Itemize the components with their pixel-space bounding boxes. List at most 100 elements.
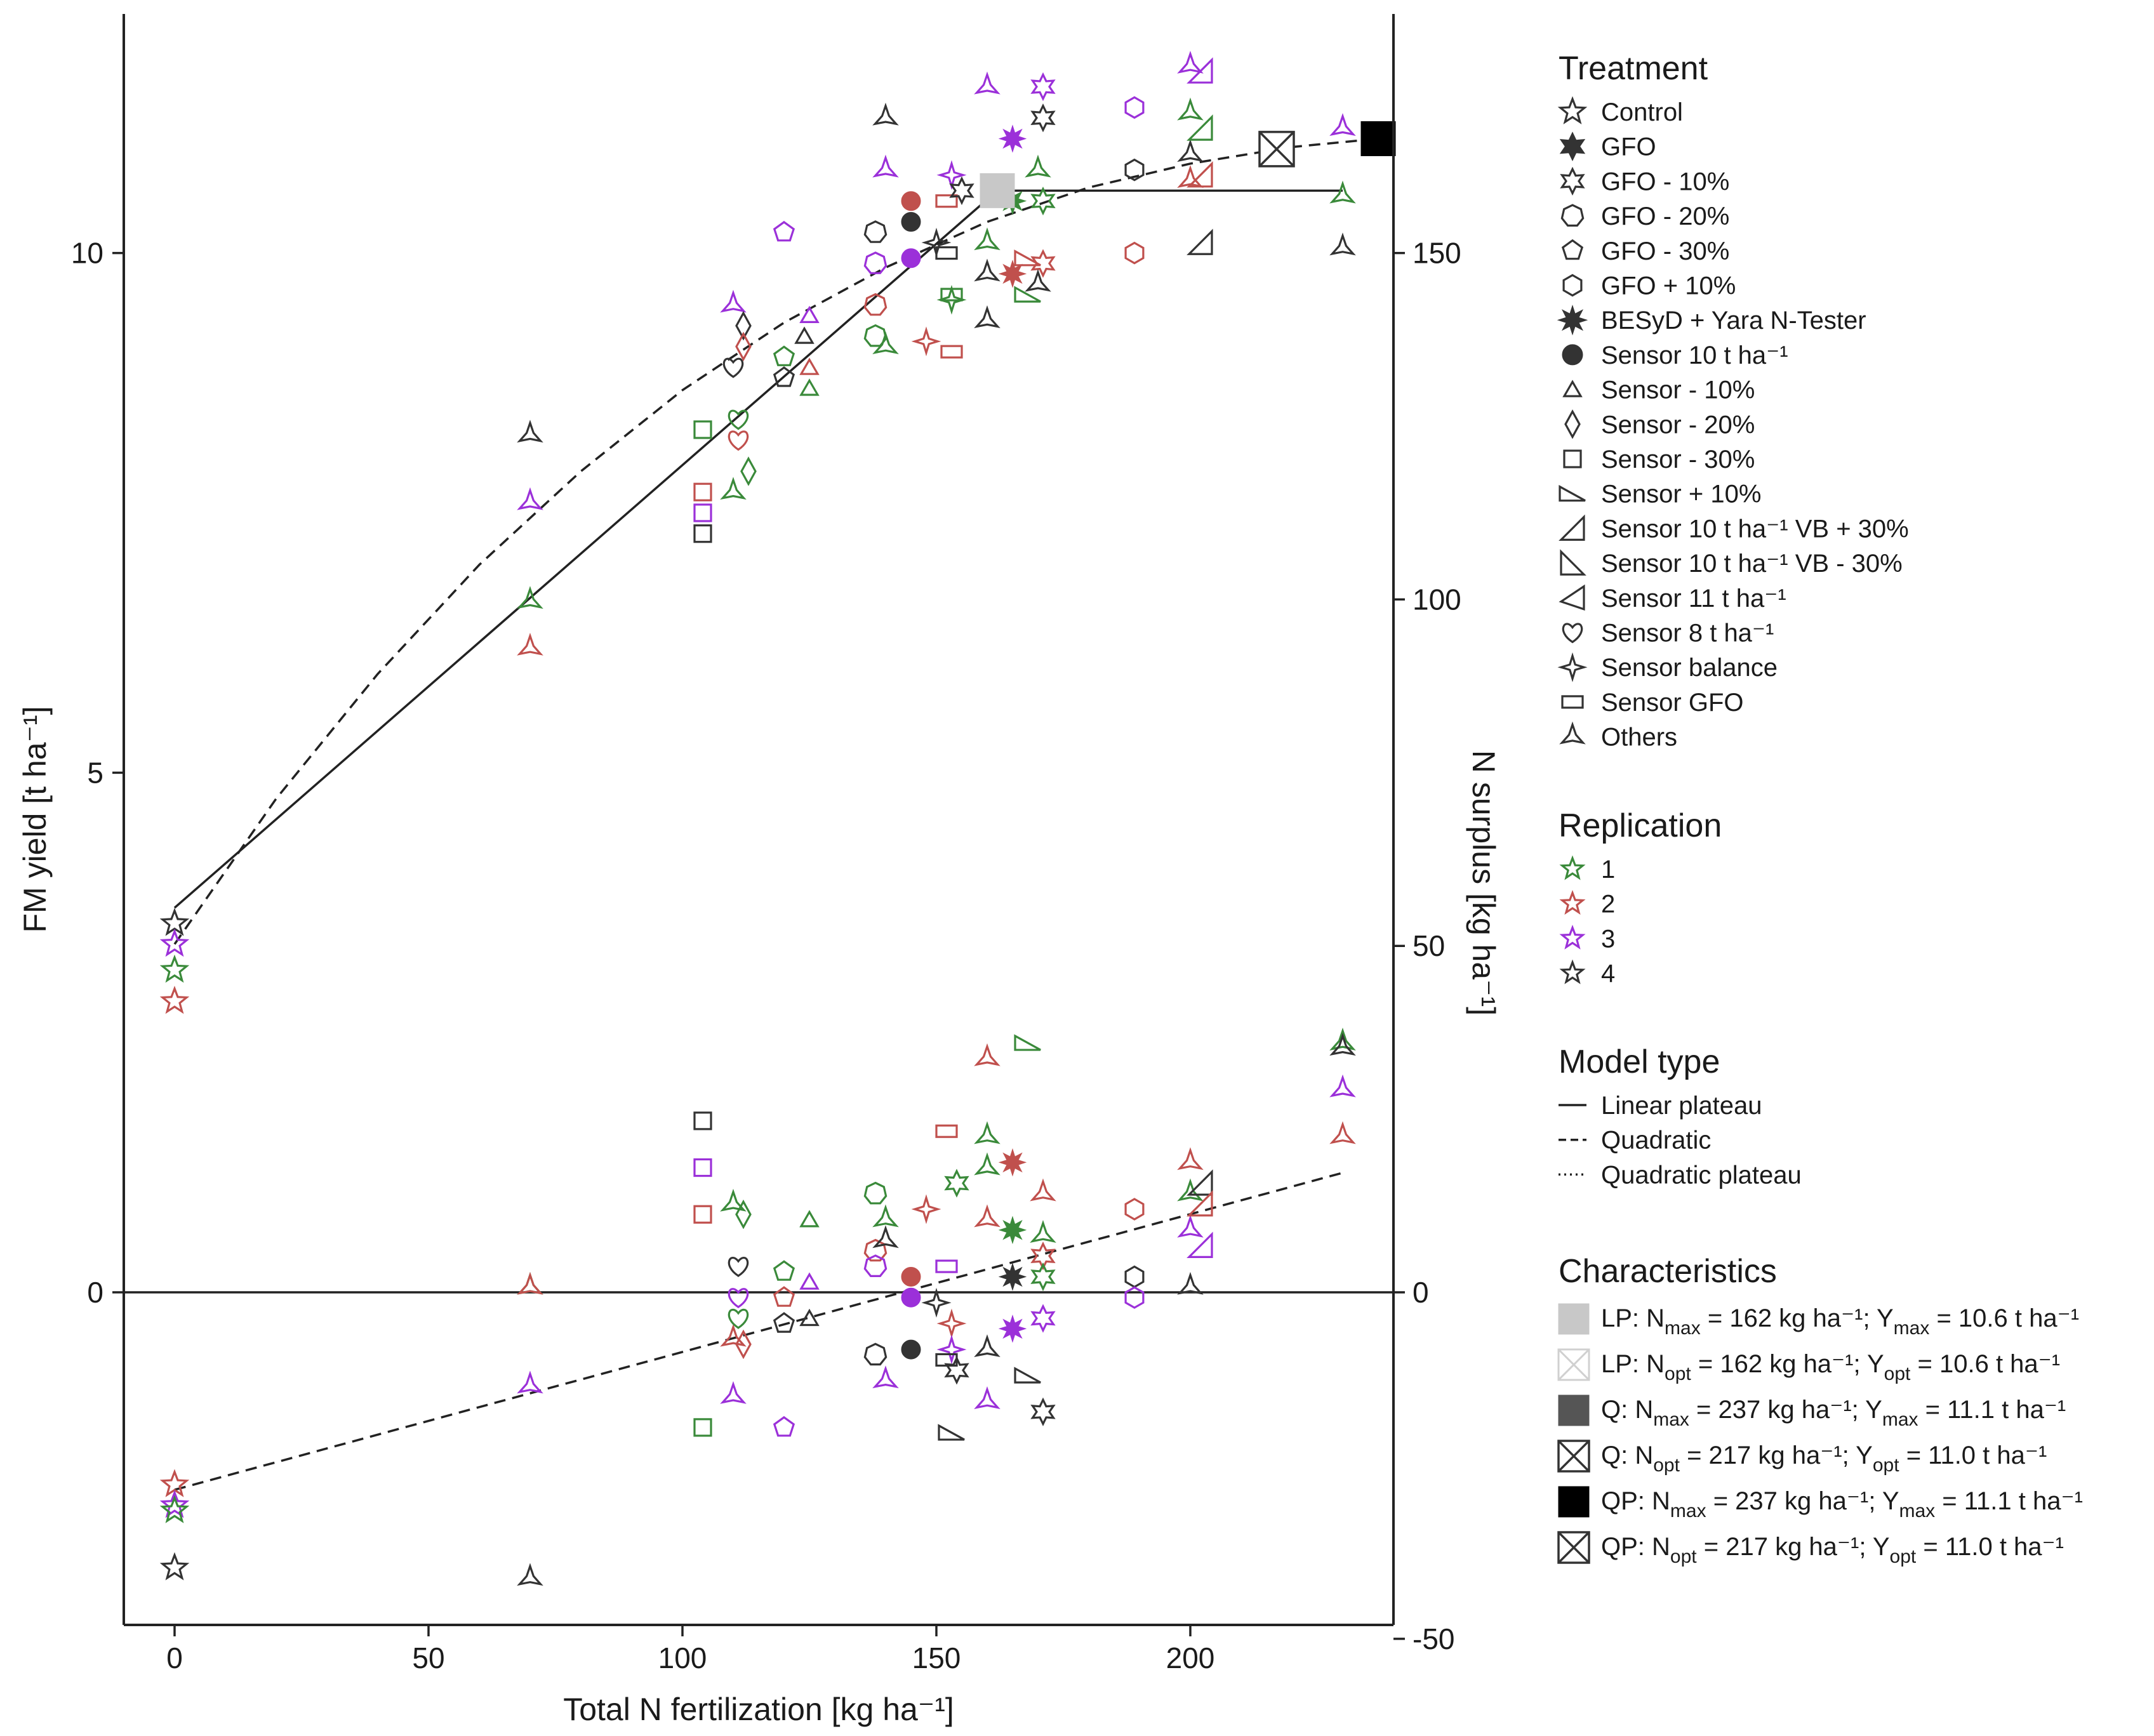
legend-item: GFO - 30% <box>1561 237 1729 265</box>
y-left-axis-title: FM yield [t ha⁻¹] <box>17 706 53 932</box>
yield-point <box>735 310 752 341</box>
yield-point <box>517 632 543 656</box>
legend-item: Control <box>1557 96 1683 126</box>
yield-point <box>974 227 1001 251</box>
legend-label: 3 <box>1601 925 1615 953</box>
legend-label: LP: Nopt = 162 kg ha⁻¹; Yopt = 10.6 t ha… <box>1601 1350 2060 1384</box>
yield-point <box>773 220 795 242</box>
legend-item: QP: Nmax = 237 kg ha⁻¹; Ymax = 11.1 t ha… <box>1558 1486 2083 1521</box>
surplus-point <box>1124 1265 1145 1289</box>
yield-point <box>159 954 190 983</box>
surplus-point <box>1329 1033 1356 1056</box>
surplus-point <box>728 1257 749 1278</box>
yield-point <box>799 378 820 396</box>
yield-point <box>1014 249 1041 267</box>
legend-symbol <box>1557 1440 1590 1473</box>
legend-label: Control <box>1601 98 1683 126</box>
legend-item: Others <box>1559 721 1677 752</box>
legend-label: Q: Nopt = 217 kg ha⁻¹; Yopt = 11.0 t ha⁻… <box>1601 1441 2047 1476</box>
legend-label: Sensor balance <box>1601 654 1778 682</box>
legend-symbol <box>1557 304 1588 336</box>
y-right-tick-label: 100 <box>1413 583 1461 616</box>
legend-item: 3 <box>1559 924 1615 953</box>
characteristic-marker <box>1360 121 1396 156</box>
legend-item: LP: Nmax = 162 kg ha⁻¹; Ymax = 10.6 t ha… <box>1558 1303 2079 1339</box>
yield-point <box>1187 114 1213 141</box>
label-part: = 162 kg ha⁻¹; Y <box>1691 1350 1884 1378</box>
yield-point <box>159 929 190 957</box>
yield-point <box>872 331 899 354</box>
surplus-point <box>720 1323 747 1347</box>
yield-point <box>936 284 967 315</box>
legend-symbol <box>1559 484 1586 502</box>
surplus-point <box>944 1169 969 1198</box>
surplus-point <box>998 1314 1027 1343</box>
surplus-point <box>863 1238 888 1262</box>
surplus-point <box>1124 1198 1145 1221</box>
surplus-point <box>773 1286 795 1307</box>
surplus-point <box>863 1254 888 1278</box>
surplus-point <box>159 1490 190 1518</box>
y-left-axis-unit: [t ha⁻¹] <box>17 706 53 804</box>
legend-symbol <box>1562 623 1583 644</box>
legend-symbol <box>1559 855 1586 880</box>
yield-point <box>728 430 749 451</box>
surplus-point <box>1124 1286 1145 1309</box>
legend-label: LP: Nmax = 162 kg ha⁻¹; Ymax = 10.6 t ha… <box>1601 1304 2079 1339</box>
linear-plateau-line <box>173 189 1343 909</box>
yield-point <box>998 124 1027 153</box>
surplus-point <box>1014 1367 1041 1384</box>
yield-point <box>1025 154 1051 178</box>
x-tick-label: 200 <box>1166 1641 1215 1674</box>
yield-point <box>998 260 1027 288</box>
surplus-point <box>735 1329 752 1360</box>
surplus-point <box>1177 1271 1204 1295</box>
surplus-point <box>944 1356 969 1385</box>
legend-item: Sensor 10 t ha⁻¹ VB - 30% <box>1560 549 1903 578</box>
yield-point <box>1329 232 1356 256</box>
yield-point <box>1014 286 1041 303</box>
legend-item: Quadratic <box>1559 1127 1711 1155</box>
yield-point <box>720 477 747 500</box>
surplus-point <box>1030 1220 1056 1243</box>
legend-item: Sensor - 10% <box>1562 376 1755 404</box>
legend-label: GFO - 10% <box>1601 168 1729 195</box>
legend-symbol <box>1561 695 1584 709</box>
legend-symbol <box>1557 1531 1590 1564</box>
x-tick-label: 50 <box>412 1641 444 1674</box>
yield-point <box>1025 268 1051 292</box>
surplus-point <box>799 1308 820 1327</box>
yield-point <box>773 366 795 387</box>
yield-point <box>799 357 820 375</box>
label-sub: opt <box>1670 1546 1697 1567</box>
legend-symbol <box>1562 344 1583 366</box>
yield-point <box>794 326 814 344</box>
surplus-point <box>998 1148 1027 1177</box>
yield-point <box>773 345 795 366</box>
yield-point <box>974 305 1001 328</box>
y-right-axis-unit: [kg ha⁻¹] <box>1466 893 1501 1016</box>
label-sub: opt <box>1653 1455 1680 1476</box>
legend-label: GFO <box>1601 133 1656 161</box>
legend-replication-title: Replication <box>1559 807 1722 844</box>
yield-point <box>1329 180 1356 204</box>
y-right-tick-label: 0 <box>1413 1276 1429 1309</box>
surplus-point <box>1187 1169 1213 1196</box>
y-left-axis-label: FM yield <box>17 804 53 933</box>
axes: 0 50 100 150 200 0 5 10 -50 0 50 100 150 Total N fert… <box>17 14 1501 1727</box>
characteristic-marker <box>1258 131 1295 168</box>
legend-item: Sensor 11 t ha⁻¹ <box>1559 585 1786 613</box>
yield-point <box>863 251 888 274</box>
legend-symbol <box>1559 514 1585 541</box>
yield-point <box>693 482 712 501</box>
yield-point <box>1124 158 1145 182</box>
label-sub: opt <box>1890 1546 1917 1567</box>
surplus-point <box>1030 1397 1056 1426</box>
yield-point <box>940 288 963 301</box>
legend-label: Sensor 8 t ha⁻¹ <box>1601 620 1774 647</box>
label-sub: max <box>1882 1409 1918 1430</box>
legend-symbol <box>1559 959 1586 984</box>
label-part: = 11.1 t ha⁻¹ <box>1935 1487 2083 1515</box>
legend: Treatment Control GFO GFO - 10% GFO - 20% GFO… <box>1557 50 2083 1567</box>
yield-point <box>1030 249 1056 278</box>
